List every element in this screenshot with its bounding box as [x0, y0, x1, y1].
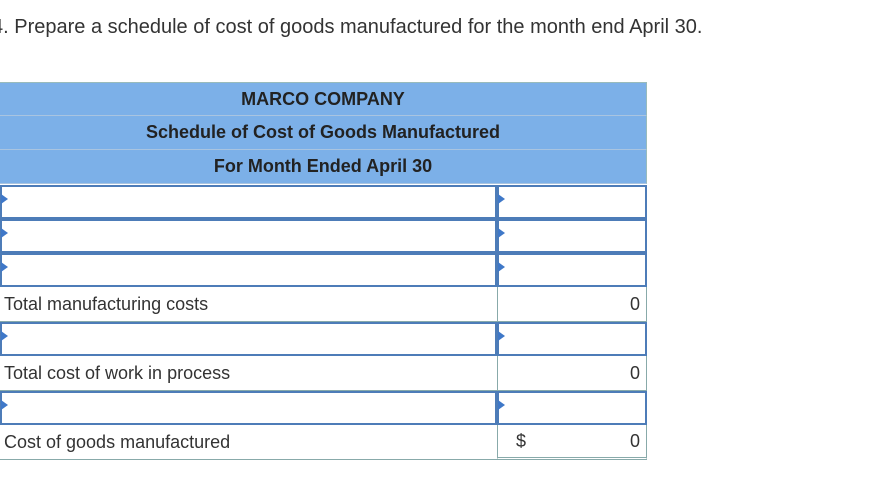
row-value: 0: [629, 430, 640, 451]
row-amount-cell: $ 0: [497, 425, 647, 460]
row-label: Cost of goods manufactured: [0, 425, 497, 460]
amount-input[interactable]: [497, 322, 647, 356]
row-label: Total cost of work in process: [0, 356, 497, 391]
row-value: 0: [497, 356, 647, 391]
label-input[interactable]: [0, 219, 497, 253]
amount-input[interactable]: [497, 253, 647, 287]
label-input[interactable]: [0, 322, 497, 356]
amount-input[interactable]: [497, 219, 647, 253]
row-label: Total manufacturing costs: [0, 287, 497, 322]
amount-input[interactable]: [497, 185, 647, 219]
period: For Month Ended April 30: [0, 150, 647, 184]
amount-input[interactable]: [497, 391, 647, 425]
currency-symbol: $: [516, 430, 527, 451]
company-name: MARCO COMPANY: [0, 82, 647, 116]
row-value: 0: [497, 287, 647, 322]
label-input[interactable]: [0, 253, 497, 287]
label-input[interactable]: [0, 185, 497, 219]
schedule-title: Schedule of Cost of Goods Manufactured: [0, 116, 647, 150]
label-input[interactable]: [0, 391, 497, 425]
instruction: 4. Prepare a schedule of cost of goods m…: [0, 16, 703, 38]
